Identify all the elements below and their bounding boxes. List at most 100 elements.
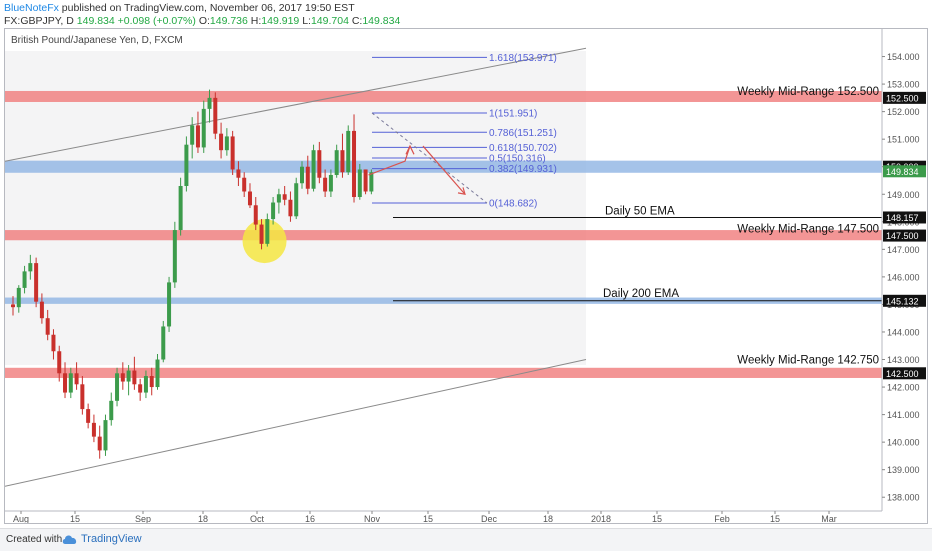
candle-body xyxy=(311,150,316,189)
y-tick-label: 138.000 xyxy=(887,493,920,503)
fib-level-label: 1.618(153.971) xyxy=(489,53,557,64)
channel-lower-line xyxy=(5,359,587,487)
zone-label-152500: Weekly Mid-Range 152.500 xyxy=(737,86,879,98)
tradingview-brand[interactable]: TradingView xyxy=(81,533,142,545)
candle-body xyxy=(207,97,212,109)
candle-body xyxy=(224,136,229,151)
x-tick-label: Mar xyxy=(821,514,837,523)
ohlc-line: FX:GBPJPY, D 149.834 +0.098 (+0.07%) O:1… xyxy=(4,15,400,27)
candle-body xyxy=(172,230,177,283)
candle-body xyxy=(363,169,368,192)
candle-body xyxy=(68,373,73,393)
support-zone-3 xyxy=(5,160,882,173)
publish-info: published on TradingView.com, November 0… xyxy=(61,2,355,14)
y-tick-label: 141.000 xyxy=(887,410,920,420)
resistance-zone-0 xyxy=(5,90,882,102)
candle-body xyxy=(352,130,357,198)
candle-body xyxy=(22,271,27,288)
y-tick-label: 143.000 xyxy=(887,355,920,365)
candle-body xyxy=(97,436,102,451)
y-tick-label: 144.000 xyxy=(887,327,920,337)
candle-body xyxy=(184,144,189,186)
x-tick-label: 2018 xyxy=(591,514,611,523)
publish-line: BlueNoteFx published on TradingView.com,… xyxy=(4,2,355,14)
resistance-zone-1 xyxy=(5,230,882,241)
candle-body xyxy=(317,150,322,178)
badge-152500-bg xyxy=(883,91,926,104)
last-price: 149.834 xyxy=(76,15,115,27)
badge-145132-bg xyxy=(883,294,926,307)
ema50-label: Daily 50 EMA xyxy=(605,205,675,217)
y-tick-label: 149.000 xyxy=(887,190,920,200)
chart-frame[interactable]: 1.618(153.971) 1(151.951) 0.786(151.251) 0.… xyxy=(4,28,928,524)
resistance-zone-2 xyxy=(5,367,882,378)
tradingview-cloud-icon xyxy=(62,535,77,544)
y-tick-label: 142.000 xyxy=(887,383,920,393)
footer: Created with TradingView xyxy=(0,528,932,551)
y-tick-label: 152.000 xyxy=(887,107,920,117)
candle-body xyxy=(213,97,218,134)
fib-level-label: 1(151.951) xyxy=(489,108,537,119)
candle-body xyxy=(178,185,183,231)
candle-body xyxy=(149,376,154,388)
low-value: 149.704 xyxy=(310,15,349,27)
candle-body xyxy=(340,150,345,173)
x-tick-label: 15 xyxy=(770,514,780,523)
badge-142500: 142.500 xyxy=(886,369,919,379)
candle-body xyxy=(253,205,258,225)
candle-body xyxy=(195,125,200,148)
y-tick-label: 146.000 xyxy=(887,272,920,282)
candle-body xyxy=(328,174,333,192)
badge-142500-bg xyxy=(883,367,926,380)
projection-up-arrow xyxy=(368,145,411,176)
open-value: 149.736 xyxy=(209,15,248,27)
highlight-circle xyxy=(242,219,287,264)
candle-body xyxy=(247,191,252,206)
y-tick-label: 140.000 xyxy=(887,438,920,448)
x-tick-label: 15 xyxy=(652,514,662,523)
x-tick-label: 18 xyxy=(198,514,208,523)
candle-body xyxy=(155,359,160,388)
high-label: H: xyxy=(250,15,262,27)
badge-last-price: 149.834 xyxy=(886,167,919,177)
badge-last-price-bg xyxy=(883,165,926,178)
badge-148157-bg xyxy=(883,211,926,224)
x-tick-label: Dec xyxy=(481,514,498,523)
candle-body xyxy=(236,169,241,178)
y-tick-label: 153.000 xyxy=(887,80,920,90)
candle-body xyxy=(57,351,62,374)
candle-body xyxy=(282,194,287,200)
projection-up-arrowhead xyxy=(405,144,415,155)
candle-body xyxy=(115,373,120,401)
author-name[interactable]: BlueNoteFx xyxy=(4,2,59,14)
candle-body xyxy=(34,263,39,302)
candle-body xyxy=(288,199,293,217)
candle-body xyxy=(294,183,299,217)
price-chart[interactable]: 1.618(153.971) 1(151.951) 0.786(151.251) 0.… xyxy=(5,29,927,523)
candle-body xyxy=(11,304,15,308)
candle-body xyxy=(120,373,125,382)
y-tick-label: 154.000 xyxy=(887,52,920,62)
x-tick-label: 15 xyxy=(423,514,433,523)
candle-body xyxy=(143,376,148,393)
fib-level-label: 0.5(150.316) xyxy=(489,154,546,165)
chart-header: BlueNoteFx published on TradingView.com,… xyxy=(0,0,932,28)
symbol-label: FX:GBPJPY, D xyxy=(4,15,74,27)
candle-body xyxy=(63,373,68,393)
zone-label-142750: Weekly Mid-Range 142.750 xyxy=(737,354,879,366)
candle-body xyxy=(201,108,206,148)
candle-body xyxy=(86,409,91,423)
y-tick-label: 139.000 xyxy=(887,465,920,475)
x-tick-label: 15 xyxy=(70,514,80,523)
candle-body xyxy=(276,194,281,203)
close-value: 149.834 xyxy=(362,15,401,27)
x-tick-label: 18 xyxy=(543,514,553,523)
x-tick-label: 16 xyxy=(305,514,315,523)
x-tick-label: Feb xyxy=(714,514,730,523)
candle-body xyxy=(91,422,96,437)
candle-body xyxy=(103,420,108,451)
x-tick-label: Oct xyxy=(250,514,265,523)
price-change: +0.098 (+0.07%) xyxy=(117,15,196,27)
badge-147500-bg xyxy=(883,229,926,242)
close-label: C: xyxy=(351,15,363,27)
